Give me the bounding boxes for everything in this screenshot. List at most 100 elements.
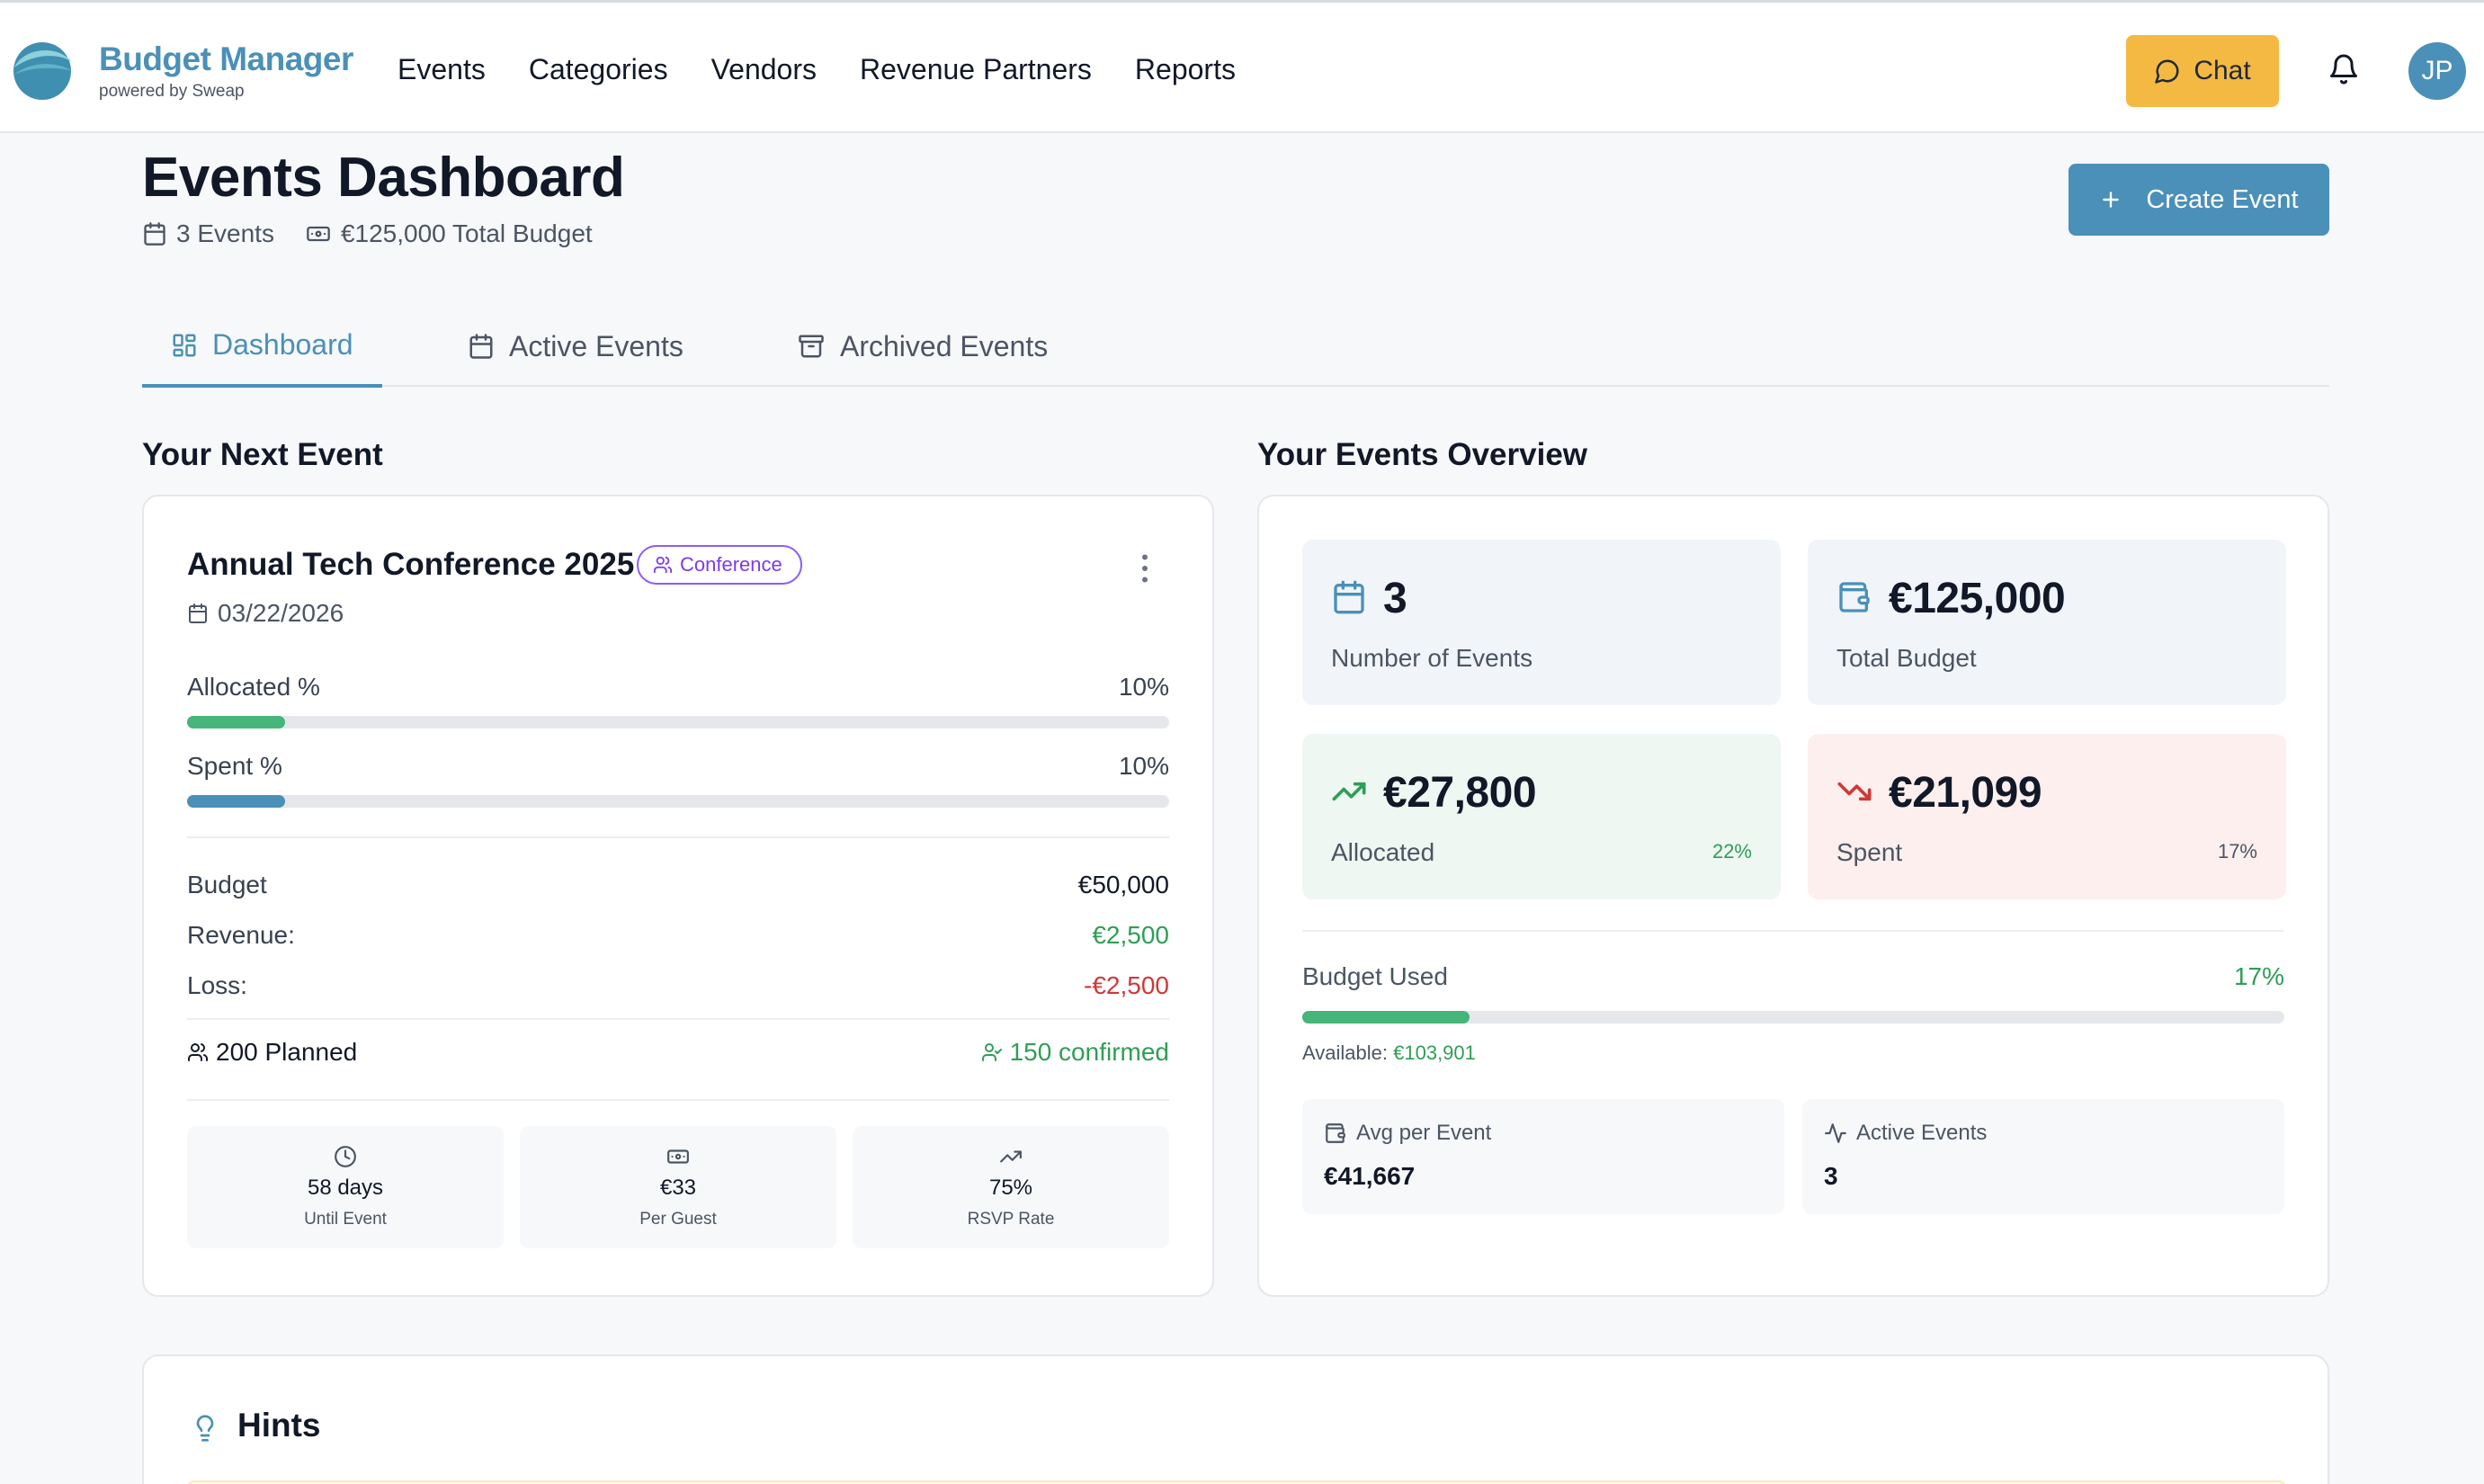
spent-row: Spent % 10% bbox=[187, 752, 1169, 781]
available-budget: Available: €103,901 bbox=[1302, 1041, 1476, 1065]
banknote-icon bbox=[307, 226, 330, 242]
chat-bubble-icon bbox=[2155, 59, 2179, 84]
active-events-tile: Active Events 3 bbox=[1802, 1099, 2284, 1214]
allocated-row: Allocated % 10% bbox=[187, 673, 1169, 702]
stat-spent: €21,099 Spent 17% bbox=[1808, 734, 2286, 899]
events-count-meta: 3 Events bbox=[142, 219, 274, 248]
next-event-card[interactable]: Annual Tech Conference 2025 Conference 0… bbox=[142, 495, 1214, 1297]
avg-per-event-title: Avg per Event bbox=[1324, 1121, 1491, 1146]
confirmed-guests-text: 150 confirmed bbox=[1009, 1038, 1169, 1066]
avg-per-event-value: €41,667 bbox=[1324, 1162, 1416, 1190]
stat-number-of-events: 3 Number of Events bbox=[1302, 540, 1781, 705]
event-type-badge-label: Conference bbox=[680, 553, 782, 576]
wallet-icon bbox=[1839, 582, 1870, 612]
nav-item-categories[interactable]: Categories bbox=[528, 53, 668, 85]
rsvp-rate-tile: 75% RSVP Rate bbox=[853, 1126, 1169, 1248]
budget-row: Budget €50,000 bbox=[187, 871, 1169, 899]
tab-dashboard-label: Dashboard bbox=[212, 328, 353, 361]
rsvp-rate-label: RSVP Rate bbox=[967, 1210, 1055, 1229]
nav-item-vendors[interactable]: Vendors bbox=[710, 53, 817, 85]
revenue-value: €2,500 bbox=[1092, 921, 1169, 949]
rsvp-rate-value: 75% bbox=[988, 1176, 1033, 1200]
available-value: €103,901 bbox=[1393, 1041, 1476, 1064]
loss-value: -€2,500 bbox=[1084, 971, 1169, 999]
banknote-icon bbox=[667, 1149, 689, 1164]
stat-value: €21,099 bbox=[1889, 769, 2042, 817]
trending-down-icon bbox=[1837, 782, 1872, 801]
lightbulb-icon bbox=[196, 1415, 214, 1442]
user-avatar[interactable]: JP bbox=[2408, 42, 2466, 100]
allocated-value: 10% bbox=[1118, 673, 1169, 701]
brand-tagline: powered by Sweap bbox=[99, 82, 245, 101]
revenue-row: Revenue: €2,500 bbox=[187, 921, 1169, 950]
stat-percent: 17% bbox=[2217, 840, 2257, 863]
tab-archived-events[interactable]: Archived Events bbox=[797, 306, 1048, 387]
user-check-icon bbox=[981, 1043, 1002, 1061]
tab-bar: Dashboard Active Events Archived Events bbox=[142, 306, 2329, 388]
chat-button-label: Chat bbox=[2194, 56, 2251, 85]
active-events-value: 3 bbox=[1824, 1162, 1838, 1190]
spent-label: Spent % bbox=[187, 752, 282, 780]
per-guest-value: €33 bbox=[659, 1176, 697, 1200]
event-date: 03/22/2026 bbox=[187, 599, 344, 628]
tab-dashboard[interactable]: Dashboard bbox=[142, 306, 382, 388]
event-date-text: 03/22/2026 bbox=[218, 599, 344, 627]
nav-item-events[interactable]: Events bbox=[398, 53, 486, 85]
overview-card: 3 Number of Events €125,000 Total Budget… bbox=[1257, 495, 2329, 1297]
page-title: Events Dashboard bbox=[142, 147, 625, 209]
spent-progress-bar bbox=[187, 795, 1169, 808]
budget-used-label: Budget Used bbox=[1302, 962, 1448, 990]
event-title[interactable]: Annual Tech Conference 2025 bbox=[187, 547, 635, 582]
event-type-badge: Conference bbox=[637, 545, 802, 585]
budget-used-row: Budget Used 17% bbox=[1302, 962, 2284, 991]
total-budget-text: €125,000 Total Budget bbox=[340, 219, 593, 247]
per-guest-tile: €33 Per Guest bbox=[520, 1126, 836, 1248]
hints-title: Hints bbox=[237, 1407, 321, 1444]
brand-name[interactable]: Budget Manager bbox=[99, 40, 353, 77]
stat-total-budget: €125,000 Total Budget bbox=[1808, 540, 2286, 705]
next-event-heading: Your Next Event bbox=[142, 437, 383, 472]
days-until-value: 58 days bbox=[307, 1176, 384, 1200]
divider bbox=[187, 836, 1169, 838]
guests-row: 200 Planned 150 confirmed bbox=[187, 1038, 1169, 1067]
create-event-button[interactable]: Create Event bbox=[2069, 164, 2329, 236]
clock-icon bbox=[335, 1146, 356, 1167]
divider bbox=[187, 1018, 1169, 1020]
budget-used-progress-fill bbox=[1302, 1011, 1470, 1024]
divider bbox=[1302, 930, 2284, 932]
available-label: Available: bbox=[1302, 1041, 1388, 1064]
more-vertical-icon[interactable] bbox=[1131, 550, 1158, 586]
confirmed-guests: 150 confirmed bbox=[981, 1038, 1169, 1067]
plus-icon bbox=[2103, 192, 2120, 208]
layout-grid-icon bbox=[173, 334, 196, 356]
days-until-label: Until Event bbox=[304, 1210, 387, 1229]
chat-button[interactable]: Chat bbox=[2126, 35, 2279, 107]
nav-item-reports[interactable]: Reports bbox=[1134, 53, 1236, 85]
tab-active-events[interactable]: Active Events bbox=[468, 306, 684, 387]
calendar-icon bbox=[189, 603, 207, 623]
users-icon bbox=[653, 556, 673, 574]
budget-used-value: 17% bbox=[2233, 962, 2284, 990]
stat-label: Spent bbox=[1836, 838, 1903, 866]
wallet-icon bbox=[1326, 1123, 1345, 1143]
activity-icon bbox=[1825, 1123, 1846, 1143]
brand-logo-icon[interactable] bbox=[11, 39, 74, 102]
avg-per-event-tile: Avg per Event €41,667 bbox=[1302, 1099, 1784, 1214]
calendar-icon bbox=[469, 334, 493, 359]
tab-active-events-label: Active Events bbox=[509, 329, 684, 362]
create-event-label: Create Event bbox=[2146, 184, 2299, 214]
hints-card: Hints bbox=[142, 1354, 2329, 1484]
events-count-text: 3 Events bbox=[176, 219, 274, 247]
trending-up-icon bbox=[1332, 782, 1366, 801]
notification-bell-icon[interactable] bbox=[2328, 53, 2360, 85]
tab-archived-events-label: Archived Events bbox=[840, 329, 1049, 362]
per-guest-label: Per Guest bbox=[639, 1210, 717, 1229]
nav-item-revenue-partners[interactable]: Revenue Partners bbox=[860, 53, 1092, 85]
main-nav: Events Categories Vendors Revenue Partne… bbox=[398, 53, 1236, 86]
total-budget-meta: €125,000 Total Budget bbox=[305, 219, 593, 248]
overview-heading: Your Events Overview bbox=[1257, 437, 1588, 472]
active-events-title: Active Events bbox=[1824, 1121, 1987, 1146]
days-until-tile: 58 days Until Event bbox=[187, 1126, 504, 1248]
hint-box bbox=[187, 1480, 2286, 1484]
stat-allocated: €27,800 Allocated 22% bbox=[1302, 734, 1781, 899]
